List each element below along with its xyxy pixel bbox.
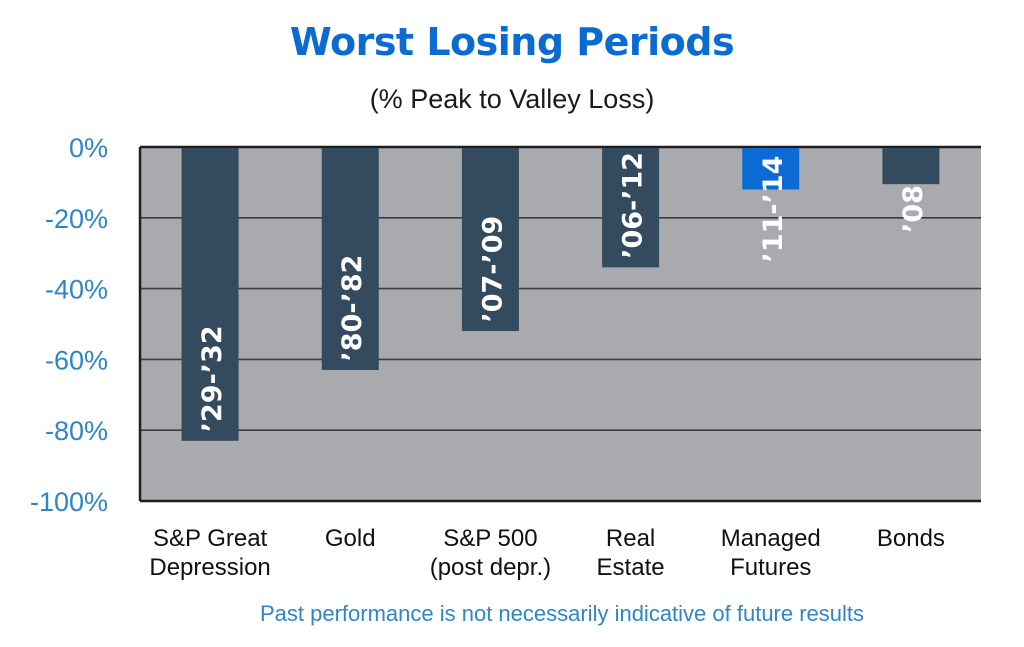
x-category-label: (post depr.) <box>430 554 551 581</box>
bar-period-label: ’06-’12 <box>618 152 649 259</box>
bar-period-label: ’08 <box>898 185 929 233</box>
x-category-label: Futures <box>730 554 811 581</box>
bar <box>742 148 800 190</box>
x-category-label: Estate <box>597 554 665 581</box>
bar <box>882 148 940 185</box>
y-tick-label: -20% <box>45 204 108 234</box>
footnote: Past performance is not necessarily indi… <box>259 601 865 626</box>
y-tick-label: -40% <box>45 275 108 305</box>
chart-subtitle: (% Peak to Valley Loss) <box>369 84 655 114</box>
bar <box>461 148 519 332</box>
x-category-label: S&P Great <box>153 525 268 552</box>
y-tick-label: -100% <box>30 487 108 517</box>
x-category-label: Real <box>606 525 655 552</box>
x-category-label: Bonds <box>877 525 945 552</box>
bar-period-label: ’80-’82 <box>337 255 368 362</box>
x-category-label: Gold <box>325 525 376 552</box>
bar-period-label: ’29-’32 <box>197 325 228 432</box>
x-category-label: Managed <box>721 525 821 552</box>
bar <box>321 148 379 371</box>
bar-period-label: ’11-’14 <box>758 156 789 263</box>
bar <box>602 148 660 268</box>
x-category-label: S&P 500 <box>443 525 537 552</box>
y-tick-label: -80% <box>45 416 108 446</box>
chart-title: Worst Losing Periods <box>289 20 735 64</box>
y-tick-label: -60% <box>45 345 108 375</box>
y-tick-label: 0% <box>69 133 108 163</box>
x-category-label: Depression <box>149 554 270 581</box>
bar-period-label: ’07-’09 <box>477 216 508 323</box>
bar <box>181 148 239 441</box>
plot-area <box>140 147 981 501</box>
